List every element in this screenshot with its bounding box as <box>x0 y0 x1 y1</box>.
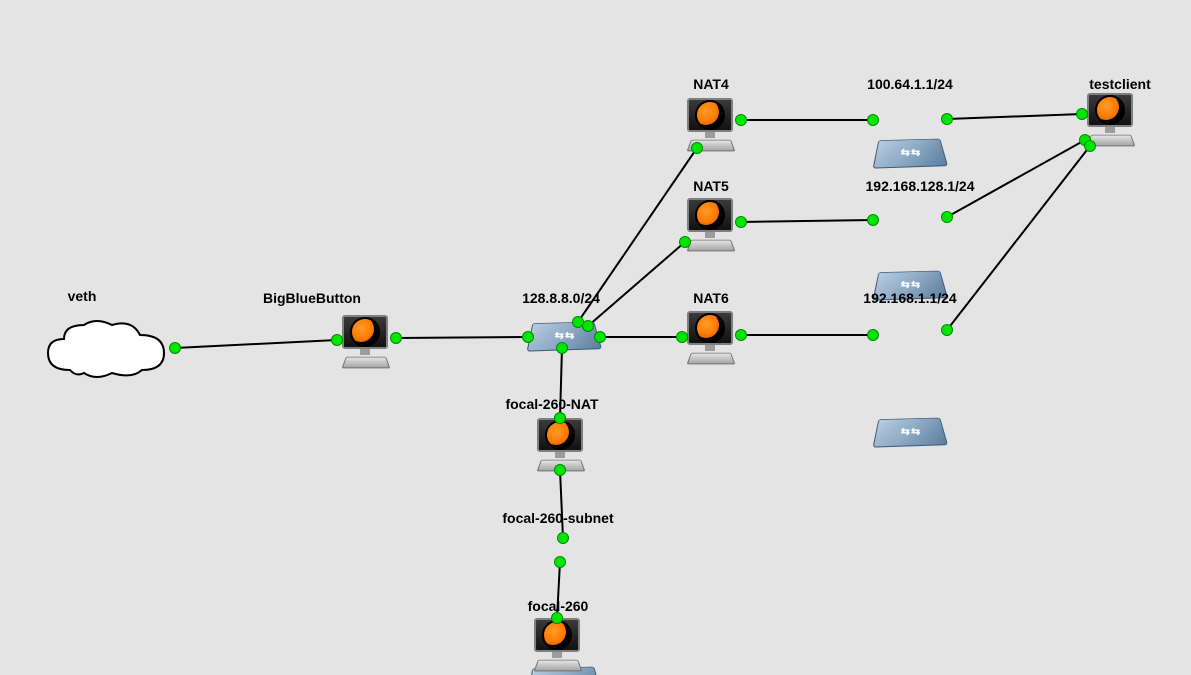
network-topology-canvas: veth BigBlueButton ⇆ ⇆ 128.8.8.0/24 NAT4 NAT5… <box>0 0 1191 675</box>
qemu-icon <box>695 313 725 343</box>
node-testclient[interactable] <box>1083 93 1137 147</box>
label-bigbluebutton: BigBlueButton <box>263 290 361 306</box>
port-focal_subnet <box>557 532 569 544</box>
port-focal_nat <box>554 464 566 476</box>
port-sw_192_128 <box>867 214 879 226</box>
port-nat5 <box>735 216 747 228</box>
port-sw_100 <box>941 113 953 125</box>
qemu-icon <box>350 317 380 347</box>
port-bigbluebutton <box>331 334 343 346</box>
node-focal_260[interactable] <box>530 618 584 672</box>
port-testclient <box>1076 108 1088 120</box>
link-nat5-sw_192_128 <box>741 220 873 222</box>
switch-icon: ⇆ ⇆ <box>872 418 948 446</box>
port-focal_nat <box>554 412 566 424</box>
link-veth-bigbluebutton <box>175 340 337 348</box>
port-sw_128 <box>594 331 606 343</box>
port-sw_128 <box>556 342 568 354</box>
label-sw_128: 128.8.8.0/24 <box>522 290 600 306</box>
port-sw_100 <box>867 114 879 126</box>
label-nat5: NAT5 <box>693 178 729 194</box>
port-nat5 <box>679 236 691 248</box>
node-nat5[interactable] <box>683 198 737 252</box>
port-nat4 <box>735 114 747 126</box>
node-bigbluebutton[interactable] <box>338 315 392 369</box>
port-sw_128 <box>572 316 584 328</box>
link-sw_100-testclient <box>947 114 1082 119</box>
label-sw_100: 100.64.1.1/24 <box>867 76 953 92</box>
port-sw_192_128 <box>941 211 953 223</box>
qemu-icon <box>695 200 725 230</box>
port-focal_subnet <box>554 556 566 568</box>
port-sw_192_1 <box>867 329 879 341</box>
node-veth[interactable] <box>40 315 170 385</box>
link-sw_192_1-testclient <box>947 146 1090 330</box>
label-veth: veth <box>68 288 97 304</box>
port-testclient <box>1084 140 1096 152</box>
port-nat6 <box>676 331 688 343</box>
label-nat4: NAT4 <box>693 76 729 92</box>
port-nat4 <box>691 142 703 154</box>
label-nat6: NAT6 <box>693 290 729 306</box>
node-nat6[interactable] <box>683 311 737 365</box>
label-sw_192_128: 192.168.128.1/24 <box>866 178 975 194</box>
label-focal_subnet: focal-260-subnet <box>502 510 613 526</box>
link-focal_nat-focal_subnet <box>560 470 563 538</box>
node-sw_100[interactable]: ⇆ ⇆ <box>876 136 944 168</box>
label-testclient: testclient <box>1089 76 1150 92</box>
link-bigbluebutton-sw_128 <box>396 337 528 338</box>
switch-icon: ⇆ ⇆ <box>872 139 948 167</box>
label-sw_192_1: 192.168.1.1/24 <box>863 290 956 306</box>
port-focal_260 <box>551 612 563 624</box>
port-veth <box>169 342 181 354</box>
link-sw_128-nat5 <box>588 242 685 326</box>
port-sw_192_1 <box>941 324 953 336</box>
qemu-icon <box>1095 95 1125 125</box>
port-sw_128 <box>522 331 534 343</box>
label-focal_nat: focal-260-NAT <box>505 396 598 412</box>
qemu-icon <box>695 100 725 130</box>
port-bigbluebutton <box>390 332 402 344</box>
qemu-icon <box>545 420 575 450</box>
node-sw_192_1[interactable]: ⇆ ⇆ <box>876 415 944 447</box>
cloud-icon <box>40 315 170 385</box>
port-nat6 <box>735 329 747 341</box>
qemu-icon <box>542 620 572 650</box>
